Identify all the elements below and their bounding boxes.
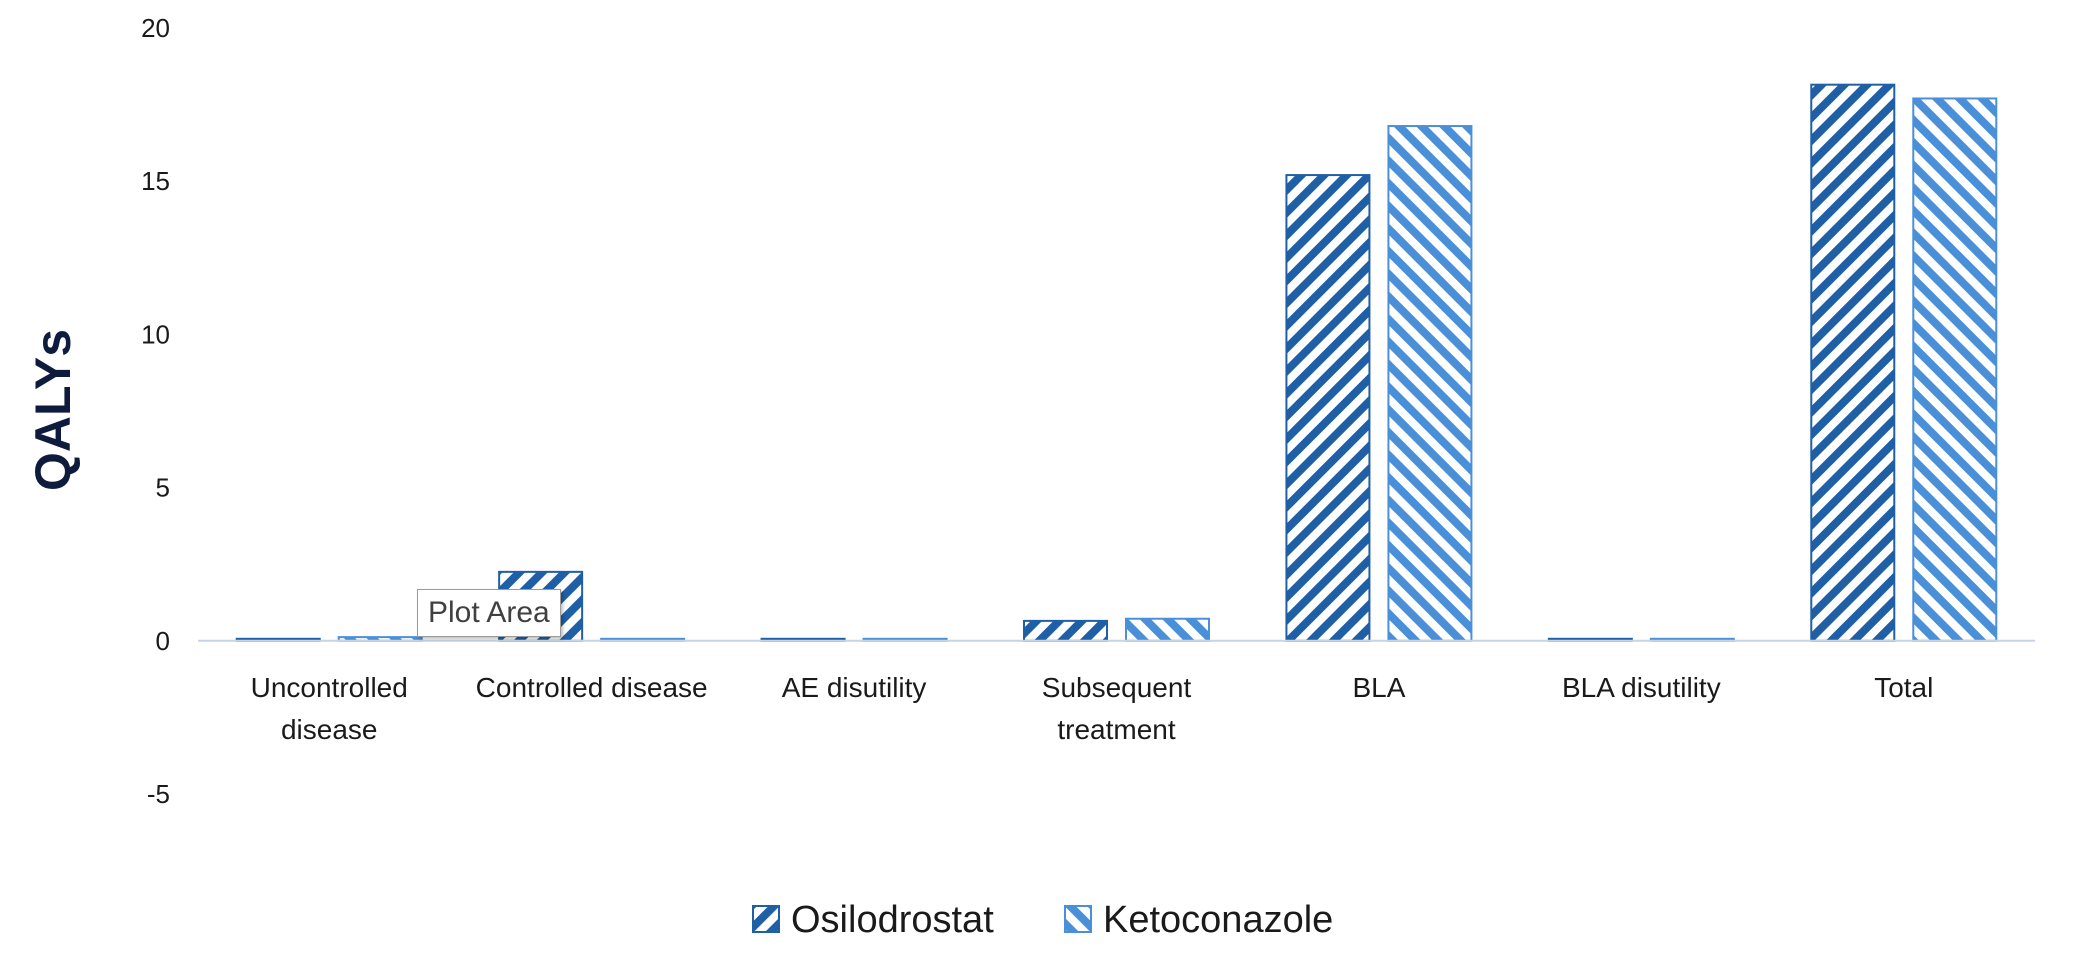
- plot-area-tooltip: Plot Area: [417, 589, 561, 637]
- x-tick-label: AE disutility: [782, 672, 927, 703]
- bar-ketoconazole: [1125, 617, 1210, 642]
- bar-osilodrostat: [1023, 619, 1108, 642]
- x-tick-label: BLA: [1352, 672, 1405, 703]
- x-tick-label: Controlled disease: [476, 672, 708, 703]
- y-tick-label: 15: [141, 166, 170, 196]
- bar-osilodrostat: [1810, 83, 1896, 642]
- y-tick-label: -5: [147, 779, 170, 809]
- bar-ketoconazole: [1387, 125, 1473, 642]
- legend-label: Ketoconazole: [1103, 899, 1333, 941]
- y-tick-label: 20: [141, 13, 170, 43]
- x-tick-label: Subsequent treatment: [1042, 672, 1192, 745]
- y-tick-label: 10: [141, 319, 170, 349]
- legend-swatch: [1064, 905, 1092, 933]
- x-axis: Uncontrolled disease Controlled disease AE …: [198, 639, 2035, 745]
- bars: [235, 83, 1998, 642]
- bar-osilodrostat: [1285, 174, 1371, 642]
- y-tick-label: 0: [156, 626, 170, 656]
- x-tick-label: Total: [1874, 672, 1933, 703]
- legend-label: Osilodrostat: [791, 899, 994, 941]
- y-tick-label: 5: [156, 473, 170, 503]
- bar-ketoconazole: [1912, 97, 1998, 642]
- y-axis-title: QALYs: [25, 329, 81, 491]
- y-axis: -5 0 5 10 15 20: [141, 13, 170, 809]
- legend: Osilodrostat Ketoconazole: [752, 899, 1333, 941]
- x-tick-label: BLA disutility: [1562, 672, 1721, 703]
- legend-swatch: [752, 905, 780, 933]
- x-tick-label: Uncontrolled disease: [251, 672, 408, 745]
